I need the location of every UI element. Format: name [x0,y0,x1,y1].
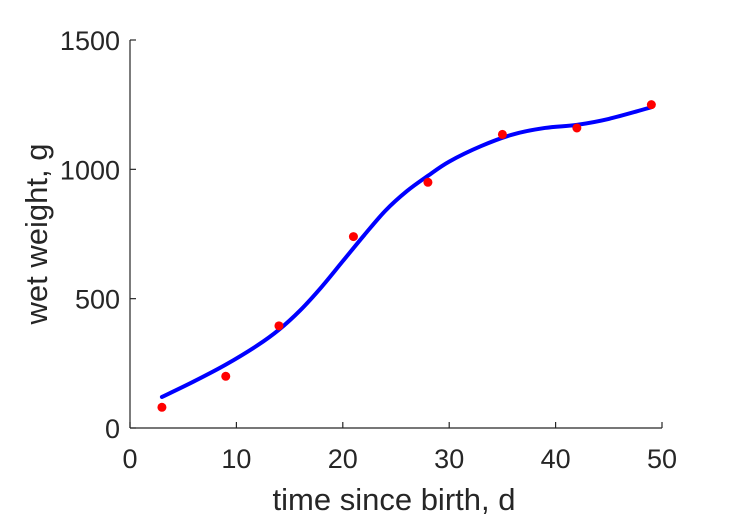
y-tick-label: 1000 [60,155,120,185]
fit-curve [159,105,654,399]
x-axis-label: time since birth, d [273,482,516,517]
x-tick-label: 40 [541,444,571,474]
x-tick-label: 0 [122,444,137,474]
data-point [423,177,433,187]
data-point [497,129,507,139]
y-axis-label: wet weight, g [19,144,54,326]
data-point [221,371,231,381]
data-point [348,232,358,242]
data-point [274,321,284,331]
y-tick-label: 500 [75,285,120,315]
y-tick-label: 0 [105,414,120,444]
data-point [157,402,167,412]
series-layer [157,100,656,412]
x-tick-label: 30 [434,444,464,474]
x-tick-label: 50 [647,444,677,474]
y-tick-label: 1500 [60,26,120,56]
data-point [572,123,582,133]
x-tick-label: 10 [221,444,251,474]
x-tick-label: 20 [328,444,358,474]
data-point [646,100,656,110]
